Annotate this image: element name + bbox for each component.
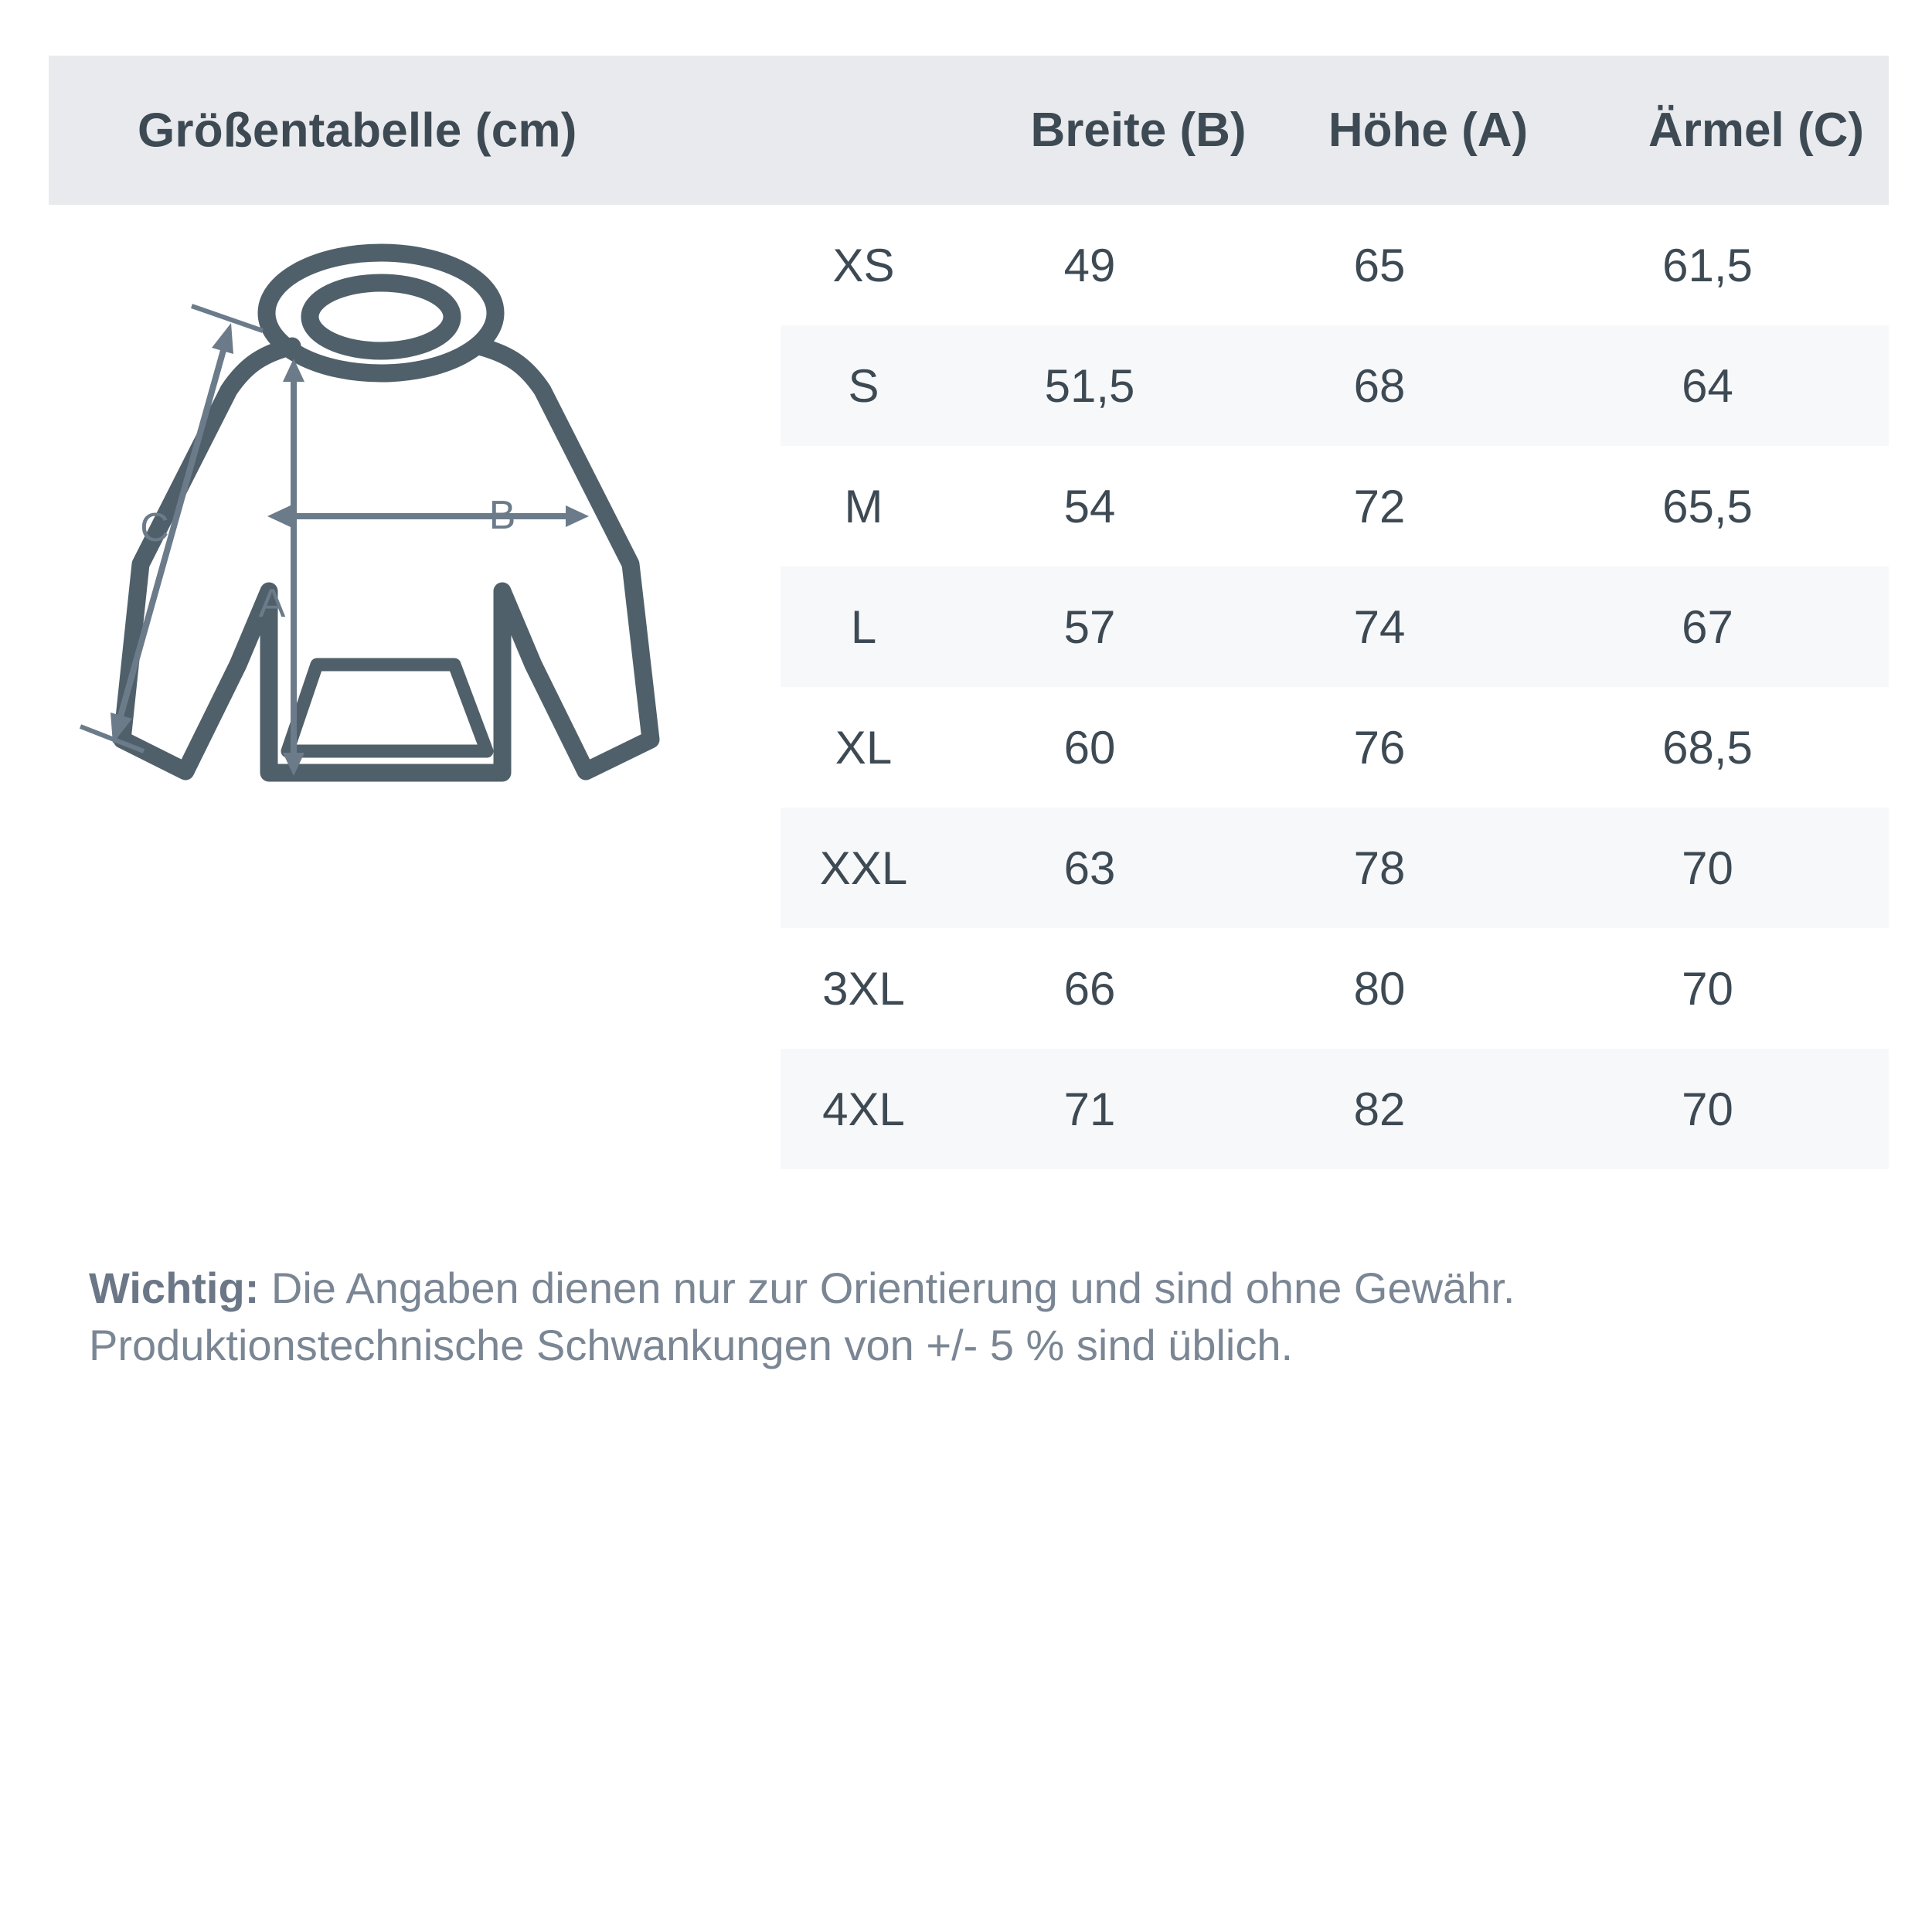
hoodie-diagram: B A C: [70, 232, 750, 819]
column-header-aermel: Ärmel (C): [1648, 104, 1865, 157]
dimension-b-arrowhead-right: [566, 505, 589, 527]
table-row: 4XL 71 82 70: [781, 1049, 1889, 1169]
table-row: XXL 63 78 70: [781, 808, 1889, 928]
table-header-band: Größentabelle (cm) Breite (B) Höhe (A) Ä…: [49, 56, 1889, 205]
column-header-hoehe: Höhe (A): [1328, 104, 1529, 157]
cell-size: XL: [835, 721, 893, 774]
cell-breite: 49: [1063, 239, 1116, 291]
cell-aermel: 65,5: [1662, 480, 1753, 532]
dimension-c-label: C: [140, 505, 169, 550]
dimension-annotations: B A C: [79, 304, 589, 776]
cell-size: 4XL: [822, 1083, 905, 1135]
dimension-c-arrowhead-bottom: [111, 713, 132, 743]
cell-breite: 51,5: [1044, 359, 1135, 412]
footnote: Wichtig: Die Angaben dienen nur zur Orie…: [89, 1260, 1866, 1375]
table-row: XL 60 76 68,5: [781, 687, 1889, 808]
cell-size: XXL: [819, 842, 908, 894]
dimension-a-arrowhead-bottom: [283, 753, 304, 776]
cell-breite: 60: [1063, 721, 1116, 774]
dimension-c-arrowhead-top: [212, 323, 233, 354]
hoodie-garment-icon: [113, 243, 660, 782]
cell-size: XS: [832, 239, 895, 291]
cell-size: S: [848, 359, 879, 412]
cell-breite: 54: [1063, 480, 1116, 532]
cell-hoehe: 82: [1353, 1083, 1406, 1135]
cell-size: M: [844, 480, 883, 532]
cell-breite: 71: [1063, 1083, 1116, 1135]
dimension-a-label: A: [259, 581, 286, 626]
cell-hoehe: 74: [1353, 600, 1406, 653]
cell-hoehe: 78: [1353, 842, 1406, 894]
page-title: Größentabelle (cm): [138, 104, 577, 157]
kangaroo-pocket: [281, 658, 494, 758]
dimension-c-line: [113, 332, 231, 734]
footnote-line-2: Produktionstechnische Schwankungen von +…: [89, 1321, 1294, 1370]
cell-aermel: 67: [1682, 600, 1733, 653]
dimension-c-tick-top: [191, 304, 264, 333]
footnote-strong-label: Wichtig:: [89, 1264, 260, 1312]
hood-outer-shape: [257, 243, 505, 383]
dimension-b-arrowhead-left: [267, 505, 291, 527]
dimension-a-arrowhead-top: [283, 359, 304, 382]
cell-aermel: 64: [1682, 359, 1733, 412]
dimension-c-arrow: [79, 304, 264, 753]
dimension-b-arrow: [267, 505, 589, 527]
cell-hoehe: 65: [1353, 239, 1406, 291]
dimension-c-tick-bottom: [79, 724, 145, 753]
size-table-body: XS 49 65 61,5 S 51,5 68 64 M 54 72 65,5 …: [781, 205, 1889, 1169]
cell-breite: 57: [1063, 600, 1116, 653]
column-header-row: Breite (B) Höhe (A) Ärmel (C): [829, 56, 1932, 205]
cell-aermel: 61,5: [1662, 239, 1753, 291]
cell-aermel: 70: [1682, 962, 1733, 1015]
table-row: XS 49 65 61,5: [781, 205, 1889, 325]
table-row: S 51,5 68 64: [781, 325, 1889, 446]
cell-aermel: 68,5: [1662, 721, 1753, 774]
dimension-a-arrow: [283, 359, 304, 776]
dimension-b-label: B: [489, 493, 516, 538]
cell-aermel: 70: [1682, 842, 1733, 894]
hoodie-illustration-svg: B A C: [79, 243, 660, 782]
hoodie-body-outline: [113, 337, 660, 782]
cell-breite: 66: [1063, 962, 1116, 1015]
cell-hoehe: 72: [1353, 480, 1406, 532]
cell-size: L: [850, 600, 877, 653]
table-row: L 57 74 67: [781, 566, 1889, 687]
cell-hoehe: 80: [1353, 962, 1406, 1015]
table-row: M 54 72 65,5: [781, 446, 1889, 566]
cell-hoehe: 76: [1353, 721, 1406, 774]
column-header-breite: Breite (B): [1030, 104, 1247, 157]
cell-size: 3XL: [822, 962, 905, 1015]
cell-aermel: 70: [1682, 1083, 1733, 1135]
hood-inner-shape: [301, 274, 461, 360]
footnote-line-1: Die Angaben dienen nur zur Orientierung …: [259, 1264, 1515, 1312]
table-row: 3XL 66 80 70: [781, 928, 1889, 1049]
cell-breite: 63: [1063, 842, 1116, 894]
cell-hoehe: 68: [1353, 359, 1406, 412]
